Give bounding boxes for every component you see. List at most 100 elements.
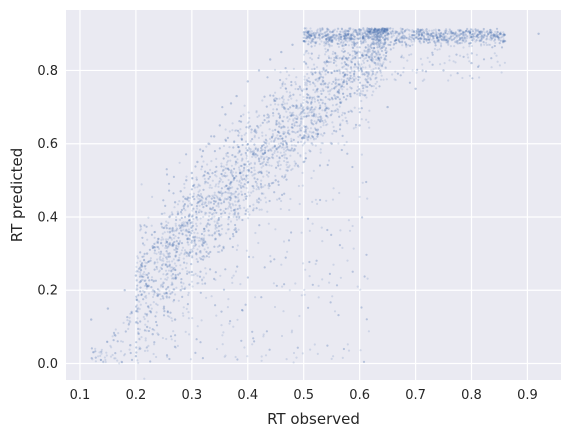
- scatter-point: [246, 149, 249, 152]
- scatter-point: [431, 53, 434, 56]
- scatter-point: [483, 43, 486, 46]
- scatter-point: [253, 177, 256, 180]
- scatter-point: [152, 279, 155, 282]
- scatter-point: [364, 46, 367, 49]
- scatter-point: [165, 240, 168, 243]
- scatter-point: [480, 44, 483, 47]
- scatter-point: [323, 132, 326, 135]
- scatter-point: [328, 39, 331, 42]
- scatter-point: [273, 151, 276, 154]
- scatter-point: [380, 74, 383, 77]
- scatter-point: [175, 240, 178, 243]
- scatter-point: [374, 58, 377, 61]
- scatter-point: [139, 225, 142, 228]
- scatter-point: [502, 33, 505, 36]
- scatter-point: [417, 31, 420, 34]
- scatter-point: [112, 339, 115, 342]
- scatter-point: [335, 84, 338, 88]
- scatter-point: [300, 104, 303, 107]
- scatter-point: [379, 42, 382, 45]
- scatter-point: [351, 80, 354, 83]
- scatter-point: [476, 29, 479, 32]
- scatter-point: [244, 151, 247, 155]
- scatter-point: [307, 107, 310, 110]
- scatter-point: [363, 32, 367, 35]
- scatter-point: [342, 92, 345, 95]
- scatter-point: [165, 337, 168, 341]
- scatter-point: [246, 143, 249, 146]
- scatter-point: [297, 184, 300, 188]
- scatter-point: [228, 205, 231, 208]
- scatter-point: [258, 114, 261, 117]
- scatter-point: [369, 55, 372, 59]
- scatter-point: [151, 246, 154, 249]
- scatter-point: [255, 207, 258, 210]
- scatter-point: [201, 203, 204, 206]
- scatter-point: [294, 144, 298, 147]
- scatter-point: [445, 28, 448, 31]
- scatter-point: [105, 354, 108, 357]
- scatter-point: [186, 252, 189, 255]
- scatter-point: [468, 42, 471, 45]
- scatter-point: [260, 170, 263, 173]
- scatter-point: [173, 230, 176, 233]
- scatter-point: [426, 30, 429, 34]
- scatter-point: [378, 60, 381, 63]
- scatter-point: [371, 60, 374, 63]
- scatter-point: [375, 34, 378, 37]
- scatter-point: [268, 184, 271, 187]
- scatter-point: [251, 330, 254, 333]
- scatter-point: [287, 166, 290, 169]
- scatter-point: [166, 311, 169, 314]
- scatter-point: [94, 360, 97, 363]
- scatter-point: [157, 293, 160, 296]
- scatter-point: [265, 173, 269, 176]
- scatter-point: [252, 151, 256, 154]
- scatter-point: [382, 32, 385, 35]
- scatter-point: [195, 205, 198, 208]
- scatter-point: [282, 130, 285, 133]
- scatter-point: [228, 192, 231, 195]
- scatter-point: [225, 198, 228, 201]
- scatter-point: [342, 92, 345, 95]
- scatter-point: [278, 125, 281, 128]
- scatter-point: [387, 43, 390, 46]
- scatter-point: [159, 277, 162, 280]
- scatter-point: [428, 60, 431, 64]
- scatter-point: [172, 266, 175, 269]
- scatter-point: [183, 182, 186, 186]
- scatter-point: [278, 131, 281, 134]
- scatter-point: [150, 286, 153, 289]
- scatter-point: [357, 63, 360, 66]
- scatter-point: [189, 251, 192, 254]
- scatter-point: [200, 199, 203, 202]
- scatter-point: [383, 29, 386, 32]
- scatter-point: [289, 94, 292, 97]
- scatter-point: [488, 30, 491, 34]
- scatter-point: [252, 185, 255, 188]
- scatter-point: [234, 208, 237, 211]
- scatter-point: [335, 34, 338, 37]
- scatter-point: [454, 32, 457, 35]
- scatter-point: [106, 340, 109, 343]
- scatter-point: [145, 329, 148, 332]
- scatter-point: [331, 39, 334, 42]
- scatter-point: [150, 233, 153, 236]
- scatter-point: [326, 27, 329, 30]
- scatter-point: [268, 199, 271, 203]
- scatter-point: [498, 42, 501, 45]
- scatter-point: [151, 328, 154, 331]
- scatter-point: [459, 42, 462, 45]
- scatter-point: [303, 293, 306, 296]
- scatter-point: [168, 242, 171, 245]
- scatter-point: [257, 126, 260, 129]
- scatter-point: [231, 171, 234, 174]
- scatter-point: [491, 33, 494, 37]
- scatter-point: [482, 36, 485, 39]
- scatter-point: [182, 257, 185, 260]
- scatter-point: [268, 199, 271, 203]
- scatter-point: [498, 64, 501, 67]
- scatter-point: [294, 282, 297, 285]
- scatter-point: [162, 305, 166, 308]
- scatter-point: [191, 226, 194, 229]
